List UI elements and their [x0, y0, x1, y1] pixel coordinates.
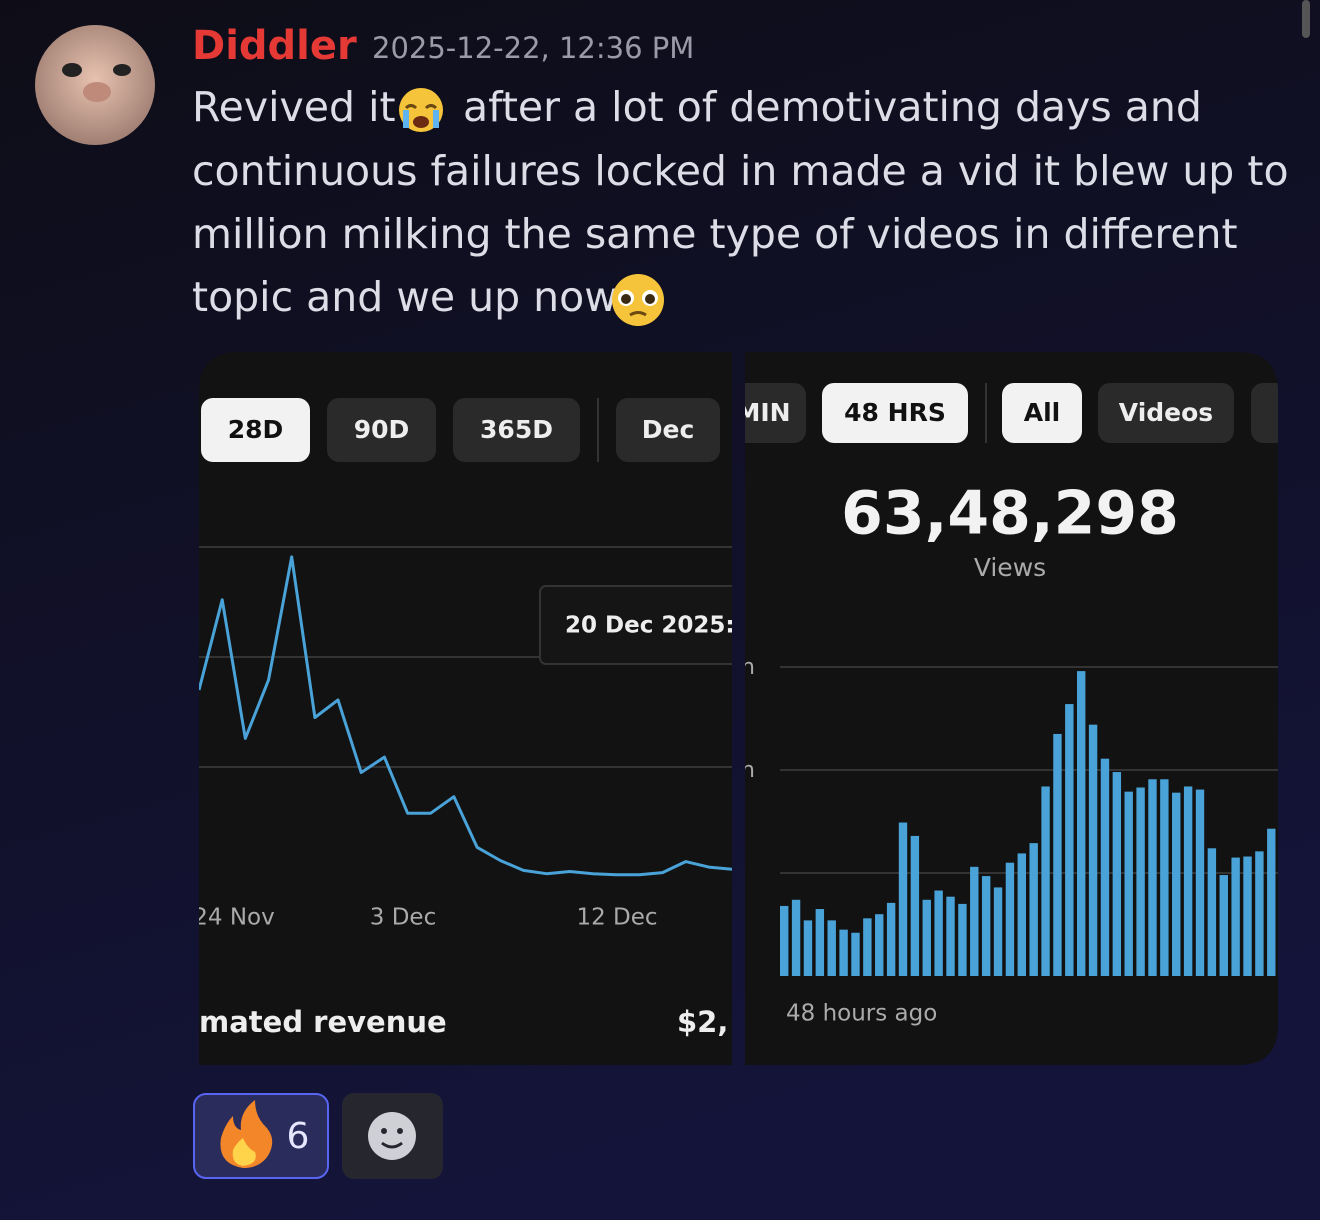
bar: [1029, 843, 1038, 976]
bar: [803, 920, 813, 976]
reaction[interactable]: 6: [193, 1093, 329, 1179]
tab[interactable]: Dec: [616, 398, 720, 462]
tooltip-text: 20 Dec 2025:: [565, 613, 735, 639]
x-tick-label: 3 Dec: [370, 905, 436, 931]
tab[interactable]: 365D: [453, 398, 580, 462]
tab[interactable]: 48 HRS: [822, 383, 968, 443]
bar: [1160, 779, 1169, 976]
axis-fragment: n: [741, 758, 755, 783]
bar: [958, 903, 967, 976]
bar: [1053, 733, 1062, 976]
bar: [1005, 862, 1015, 976]
tab-background: [201, 398, 310, 462]
message-text: topic and we up now: [192, 273, 618, 321]
tab-label: Dec: [642, 415, 695, 444]
bar: [1267, 828, 1276, 976]
bar: [1207, 848, 1217, 976]
total: 63,48,298: [841, 479, 1179, 549]
tab-background: [745, 383, 806, 443]
emoji: [399, 88, 443, 132]
footer-label: mated revenue: [199, 1005, 447, 1039]
bar: [1017, 853, 1026, 976]
tab[interactable]: Videos: [1098, 383, 1234, 443]
tab-background: [1002, 383, 1082, 443]
bar: [851, 932, 860, 976]
bar: [875, 914, 884, 976]
image-left[interactable]: 28D 90D 365D Dec 24 Nov 3 Dec 12 Dec 20 Dec 202…: [193, 352, 750, 1065]
message-text: million milking the same type of videos …: [192, 210, 1238, 258]
message-text: continuous failures locked in made a vid…: [192, 147, 1289, 195]
bar: [1112, 772, 1122, 976]
bar: [1077, 671, 1086, 976]
tab[interactable]: 90D: [327, 398, 436, 462]
bar: [1183, 786, 1193, 976]
bar: [1219, 875, 1228, 976]
timestamp: 2025-12-22, 12:36 PM: [372, 31, 694, 65]
bar: [898, 822, 908, 976]
tab[interactable]: MIN: [720, 383, 806, 443]
message-text: after a lot of demotivating days and: [463, 83, 1202, 131]
bar: [1172, 792, 1181, 976]
line: [199, 555, 732, 877]
bar: [1243, 856, 1252, 976]
tooltip: [539, 585, 732, 665]
tab-background: [327, 398, 436, 462]
bar: [1231, 857, 1240, 976]
tab[interactable]: All: [1002, 383, 1082, 443]
bar: [1195, 789, 1205, 976]
bar: [791, 899, 801, 976]
bar: [1148, 779, 1157, 976]
tab-label: Videos: [1119, 398, 1213, 427]
footer-value: $2,: [677, 1005, 728, 1039]
bar: [946, 896, 955, 976]
bar: [1088, 724, 1098, 976]
author[interactable]: Diddler: [192, 23, 357, 69]
tab-background: [453, 398, 580, 462]
tab-background: [1251, 383, 1278, 443]
bar: [1124, 791, 1133, 976]
bar: [934, 890, 943, 976]
bar: [1041, 786, 1050, 976]
bar: [981, 876, 991, 976]
bar: [922, 899, 931, 976]
bar: [1065, 704, 1074, 976]
bar: [1255, 851, 1264, 976]
tab-label: 90D: [354, 415, 410, 444]
bar: [863, 918, 872, 976]
reaction-count: 6: [287, 1116, 310, 1157]
scrollbar: [1302, 0, 1310, 38]
image-right[interactable]: MIN 48 HRS All Videos S 63,48,298 Views h n 48 ho…: [720, 352, 1320, 1065]
bar: [970, 866, 979, 976]
bar: [839, 929, 848, 976]
bar: [886, 902, 896, 976]
x-tick-label: 12 Dec: [576, 905, 657, 931]
tab-label: 28D: [228, 415, 284, 444]
tab-label: 365D: [480, 415, 553, 444]
axis-fragment: h: [741, 655, 755, 680]
tab-background: [616, 398, 720, 462]
tab-background: [822, 383, 968, 443]
emoji: [612, 274, 664, 326]
bar: [910, 835, 920, 976]
tab-label: 48 HRS: [844, 398, 946, 427]
message-text: Revived it: [192, 83, 396, 131]
add-reaction[interactable]: [342, 1093, 443, 1179]
bar: [815, 909, 825, 976]
bar: [827, 920, 836, 976]
bar: [993, 887, 1003, 976]
bar: [1100, 758, 1110, 976]
x-tick-label: 24 Nov: [193, 905, 274, 931]
bar: [1136, 787, 1145, 976]
total-label: Views: [974, 553, 1046, 582]
footer-label: 48 hours ago: [786, 1001, 937, 1027]
bar: [780, 905, 789, 976]
tab-background: [1098, 383, 1234, 443]
tab[interactable]: S: [1251, 383, 1320, 443]
tab[interactable]: 28D: [201, 398, 310, 462]
tab-label: All: [1024, 398, 1061, 427]
tab-label: MIN: [735, 398, 790, 427]
avatar[interactable]: [35, 25, 155, 145]
